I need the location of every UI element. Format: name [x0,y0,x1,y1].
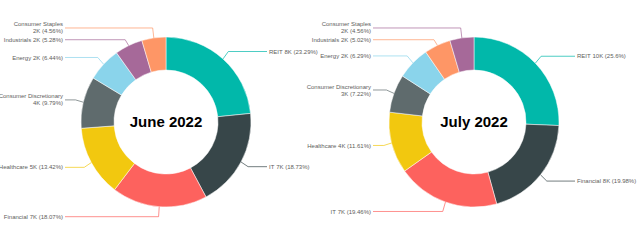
leader-line [223,52,267,59]
leader-line [65,28,154,38]
leader-line [65,163,91,168]
leader-line [65,40,129,46]
data-label: Consumer Discretionary3K (7.22%) [307,83,371,96]
label-category: Financial [4,214,28,220]
label-value: 2K (4.56%) [341,28,371,34]
donut-slice [389,112,432,171]
label-value: 2K (5.28%) [33,37,63,43]
donut-slice [166,37,251,117]
label-category: REIT [577,53,591,59]
label-value: 5K (13.42%) [30,164,63,170]
label-category: Healthcare [307,143,337,149]
leader-line [373,202,445,211]
data-label: Healthcare5K (13.42%) [0,164,63,170]
leader-line [535,56,575,63]
data-label: IT7K (19.46%) [330,209,371,215]
label-category: IT [269,164,275,170]
label-category: Energy [320,53,339,59]
leader-line [373,143,392,145]
leader-line [373,56,413,63]
data-label: Consumer Staples2K (4.56%) [14,21,63,34]
leader-line [373,40,437,46]
donut-slice [488,124,559,204]
donut-chart: June 2022REIT8K (23.29%)IT7K (18.73%)Fin… [0,21,318,219]
label-value: 2K (5.02%) [341,37,371,43]
label-value: 8K (23.29%) [284,49,317,55]
leader-line [241,162,267,167]
label-category: Healthcare [0,164,29,170]
leader-line [65,207,159,217]
slices [81,37,251,207]
label-category: Industrials [312,37,339,43]
data-label: Industrials2K (5.02%) [312,37,371,43]
data-label: REIT8K (23.29%) [269,49,318,55]
label-value: 2K (6.44%) [33,55,63,61]
label-category: Consumer Discretionary [307,83,371,89]
data-label: IT7K (18.73%) [269,164,310,170]
data-label: Energy2K (6.44%) [12,55,63,61]
label-category: Consumer Discretionary [0,93,63,99]
data-label: Industrials2K (5.28%) [4,37,63,43]
chart-canvas: June 2022REIT8K (23.29%)IT7K (18.73%)Fin… [0,0,640,244]
label-value: 10K (25.6%) [592,53,625,59]
label-value: 7K (18.73%) [276,164,309,170]
donut-slice [450,37,474,72]
label-category: Industrials [4,37,31,43]
label-category: Consumer Staples [14,21,63,27]
label-category: Consumer Staples [322,21,371,27]
donut-slice [142,37,166,72]
data-label: Financial8K (19.98%) [577,178,636,184]
label-category: IT [330,209,336,215]
label-value: 4K (9.79%) [33,100,63,106]
data-labels: REIT10K (25.6%) Financial8K (19.98%) IT7K … [307,21,637,214]
data-label: Energy2K (6.29%) [320,53,371,59]
leader-line [373,90,394,93]
leader-line [65,57,104,64]
label-category: Financial [577,178,601,184]
label-category: REIT [269,49,283,55]
label-value: 2K (6.29%) [341,53,371,59]
label-value: 7K (19.46%) [338,209,371,215]
data-labels: REIT8K (23.29%)IT7K (18.73%)Financial7K … [0,21,318,219]
label-value: 7K (18.07%) [30,214,63,220]
slices [389,37,559,207]
label-value: 2K (4.56%) [33,28,63,34]
label-value: 3K (7.22%) [341,90,371,96]
donut-slice [81,126,134,190]
label-category: Energy [12,55,31,61]
data-label: Consumer Discretionary4K (9.79%) [0,93,63,106]
chart-title: July 2022 [440,113,508,130]
leader-line [65,100,83,102]
leader-line [373,28,462,38]
label-value: 4K (11.61%) [338,143,371,149]
data-label: Consumer Staples2K (4.56%) [322,21,371,34]
label-value: 8K (19.98%) [603,178,636,184]
data-label: Healthcare4K (11.61%) [307,143,371,149]
data-label: REIT10K (25.6%) [577,53,626,59]
donut-chart: July 2022 REIT10K (25.6%) Financial8K (19.… [307,21,637,214]
data-label: Financial7K (18.07%) [4,214,63,220]
chart-title: June 2022 [130,113,203,130]
leader-line [541,175,575,181]
